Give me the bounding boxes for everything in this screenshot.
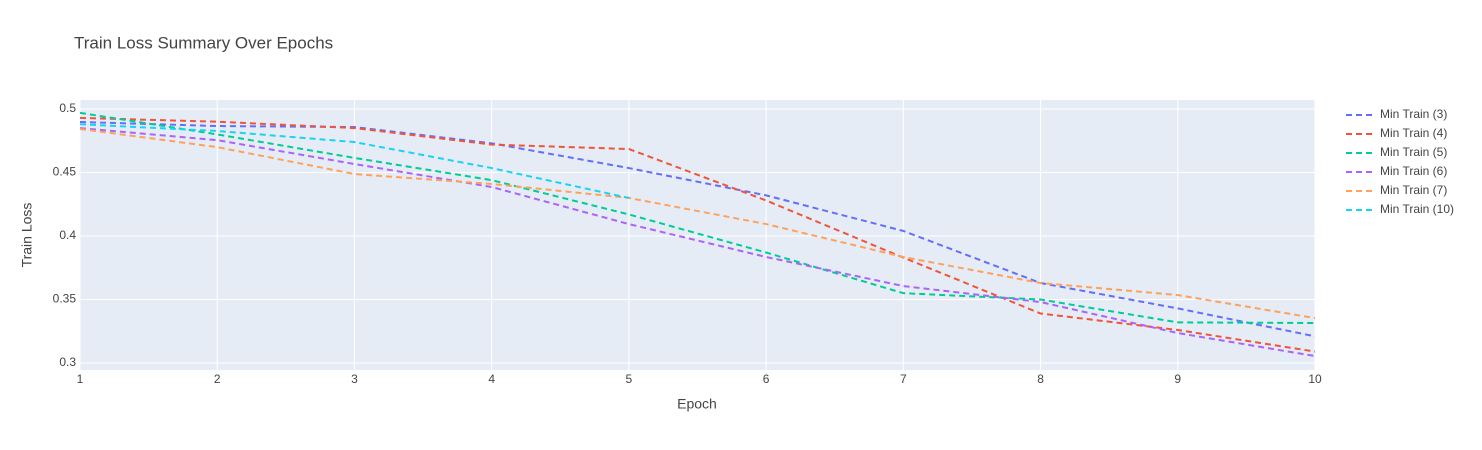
x-tick-label: 5 <box>626 372 633 386</box>
x-tick-label: 10 <box>1308 372 1322 386</box>
x-tick-label: 3 <box>351 372 358 386</box>
chart-title: Train Loss Summary Over Epochs <box>74 33 333 52</box>
x-axis-title: Epoch <box>677 396 717 412</box>
y-tick-label: 0.45 <box>53 165 77 179</box>
line <box>79 120 1316 338</box>
legend-label: Min Train (7) <box>1380 183 1447 197</box>
legend-label: Min Train (6) <box>1380 164 1447 178</box>
x-tick-label: 7 <box>900 372 907 386</box>
y-tick-label: 0.3 <box>59 355 76 369</box>
x-tick-label: 8 <box>1037 372 1044 386</box>
line <box>79 127 1316 320</box>
legend-label: Min Train (5) <box>1380 145 1447 159</box>
x-tick-label: 4 <box>488 372 495 386</box>
x-tick-label: 2 <box>214 372 221 386</box>
x-tick-label: 1 <box>77 372 84 386</box>
line <box>79 116 1316 353</box>
y-tick-label: 0.5 <box>59 101 76 115</box>
x-tick-label: 9 <box>1174 372 1181 386</box>
plot-area <box>80 100 1315 370</box>
legend-label: Min Train (3) <box>1380 107 1447 121</box>
x-tick-label: 6 <box>763 372 770 386</box>
legend-label: Min Train (4) <box>1380 126 1447 140</box>
line <box>79 111 1316 325</box>
y-tick-label: 0.35 <box>53 292 77 306</box>
legend-label: Min Train (10) <box>1380 202 1454 216</box>
y-axis-title: Train Loss <box>19 203 35 268</box>
y-tick-label: 0.4 <box>59 228 76 242</box>
line <box>79 123 630 199</box>
